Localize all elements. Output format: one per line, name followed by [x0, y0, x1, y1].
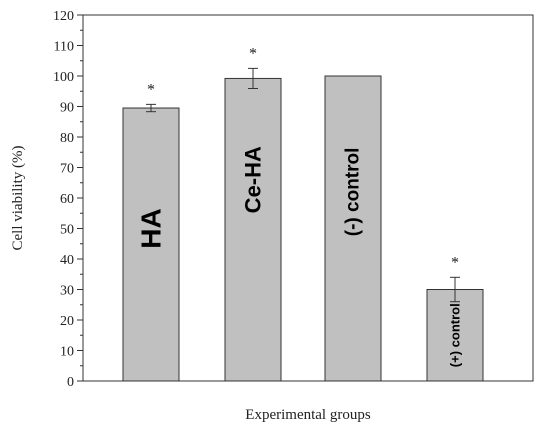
y-tick-label: 90 [60, 101, 74, 116]
category-label: Ce-HA [241, 146, 266, 213]
y-tick-label: 10 [60, 345, 74, 360]
y-tick-label: 80 [60, 131, 74, 146]
significance-marker: * [147, 81, 155, 98]
y-tick-label: 60 [60, 192, 74, 207]
bar-negative-control [324, 75, 382, 382]
plot-area: 0 10 20 30 40 50 60 70 80 90 100 110 120 * HA * Ce-HA (-)… [53, 9, 534, 390]
y-tick-label: 0 [67, 375, 74, 390]
significance-marker: * [249, 45, 257, 62]
y-tick-label: 120 [53, 9, 74, 24]
x-axis-title: Experimental groups [245, 407, 371, 423]
y-tick-label: 110 [54, 40, 74, 55]
category-label: HA [136, 208, 167, 248]
y-tick-label: 30 [60, 284, 74, 299]
y-axis-title: Cell viability (%) [10, 146, 26, 251]
category-label: (-) control [343, 148, 364, 237]
y-tick-label: 40 [60, 253, 74, 268]
category-label: (+) control [448, 303, 463, 367]
significance-marker: * [451, 254, 459, 271]
y-tick-label: 20 [60, 314, 74, 329]
bar-ha [122, 107, 180, 382]
bar-ce-ha [224, 77, 282, 382]
y-tick-label: 100 [53, 70, 74, 85]
y-tick-label: 70 [60, 162, 74, 177]
y-tick-label: 50 [60, 223, 74, 238]
